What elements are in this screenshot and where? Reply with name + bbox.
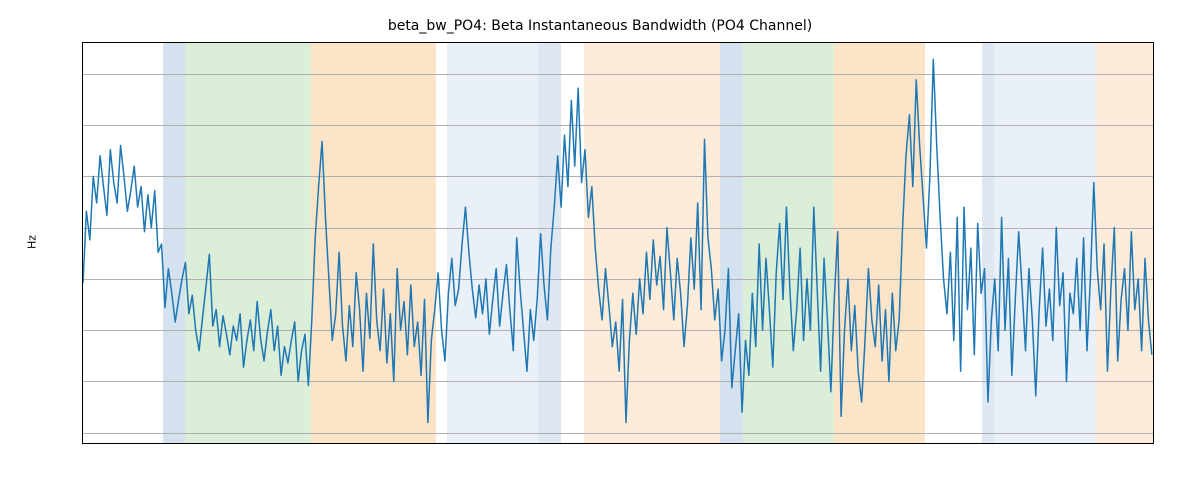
- y-tick-mark: [82, 381, 83, 382]
- y-tick-mark: [82, 433, 83, 434]
- y-axis-label: Hz: [26, 235, 39, 249]
- y-tick-mark: [82, 176, 83, 177]
- y-tick-mark: [82, 74, 83, 75]
- x-tick-mark: [994, 443, 995, 444]
- y-tick-mark: [82, 125, 83, 126]
- data-line: [83, 43, 1153, 443]
- plot-area: Time(s) 4.504.755.005.255.505.756.006.25…: [82, 42, 1154, 444]
- figure: beta_bw_PO4: Beta Instantaneous Bandwidt…: [0, 0, 1200, 500]
- x-tick-mark: [538, 443, 539, 444]
- x-tick-mark: [311, 443, 312, 444]
- chart-title: beta_bw_PO4: Beta Instantaneous Bandwidt…: [0, 18, 1200, 34]
- y-tick-mark: [82, 279, 83, 280]
- y-tick-mark: [82, 330, 83, 331]
- x-tick-mark: [766, 443, 767, 444]
- y-tick-mark: [82, 228, 83, 229]
